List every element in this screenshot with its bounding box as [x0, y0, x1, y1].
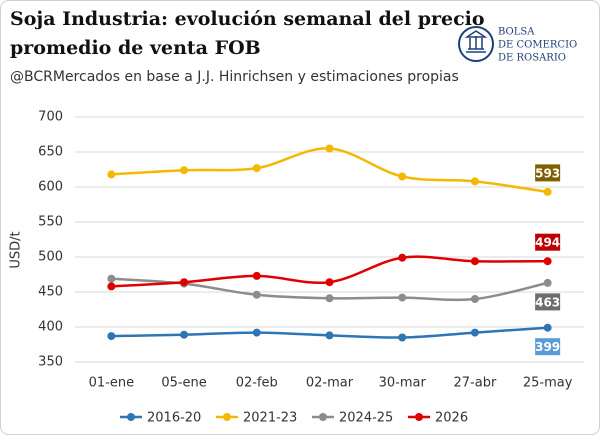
data-point — [325, 278, 334, 287]
y-tick-label: 700 — [38, 110, 63, 125]
legend-label: 2016-20 — [147, 411, 201, 426]
data-point — [180, 166, 189, 175]
data-label: 494 — [535, 236, 560, 250]
chart-title: Soja Industria: evolución semanal del pr… — [10, 8, 485, 30]
x-tick-label: 02-feb — [236, 376, 278, 391]
data-label: 399 — [535, 340, 560, 354]
data-label-box — [534, 163, 562, 183]
logo: BOLSA DE COMERCIO DE ROSARIO — [458, 26, 577, 64]
legend-marker — [223, 413, 231, 421]
data-point — [398, 293, 407, 302]
logo-text: DE COMERCIO — [498, 40, 577, 51]
legend-marker — [415, 413, 423, 421]
x-tick-label: 30-mar — [379, 376, 427, 391]
y-tick-label: 350 — [38, 355, 63, 370]
data-point — [543, 323, 552, 332]
legend-label: 2021-23 — [243, 411, 297, 426]
data-point — [180, 330, 189, 339]
y-tick-label: 550 — [38, 215, 63, 230]
data-point — [180, 278, 189, 287]
data-point — [470, 328, 479, 337]
y-axis-label: USD/t — [9, 231, 24, 268]
logo-text: DE ROSARIO — [498, 53, 566, 64]
data-point — [398, 172, 407, 181]
legend-marker — [319, 413, 327, 421]
data-point — [398, 253, 407, 262]
data-label-box — [534, 232, 562, 252]
data-point — [107, 170, 116, 179]
data-point — [543, 278, 552, 287]
x-tick-label: 02-mar — [306, 376, 354, 391]
x-tick-label: 27-abr — [454, 376, 497, 391]
data-point — [107, 332, 116, 341]
y-tick-label: 600 — [38, 180, 63, 195]
data-point — [252, 290, 261, 299]
data-point — [543, 257, 552, 266]
data-point — [107, 274, 116, 283]
data-point — [107, 282, 116, 291]
data-point — [325, 144, 334, 153]
y-tick-label: 450 — [38, 285, 63, 300]
data-point — [470, 257, 479, 266]
logo-text: BOLSA — [498, 27, 535, 38]
data-point — [252, 164, 261, 173]
data-point — [252, 271, 261, 280]
legend-label: 2026 — [435, 411, 468, 426]
x-tick-label: 01-ene — [89, 376, 134, 391]
data-point — [470, 177, 479, 186]
y-tick-label: 400 — [38, 320, 63, 335]
data-point — [325, 331, 334, 340]
data-point — [398, 333, 407, 342]
data-label-box — [534, 292, 562, 312]
y-tick-label: 650 — [38, 145, 63, 160]
legend-marker — [127, 413, 135, 421]
x-tick-label: 25-may — [523, 376, 573, 391]
data-label-box — [534, 337, 562, 357]
data-point — [252, 328, 261, 337]
logo-emblem — [458, 26, 494, 62]
chart-title: promedio de venta FOB — [10, 37, 261, 59]
chart-subtitle: @BCRMercados en base a J.J. Hinrichsen y… — [10, 69, 459, 85]
data-point — [470, 295, 479, 303]
data-point — [325, 294, 334, 303]
y-tick-label: 500 — [38, 250, 63, 265]
logo-icon — [464, 30, 488, 53]
legend-label: 2024-25 — [339, 411, 393, 426]
data-label: 593 — [535, 166, 560, 180]
x-tick-label: 05-ene — [161, 376, 206, 391]
data-point — [543, 187, 552, 196]
data-label: 463 — [535, 295, 560, 309]
